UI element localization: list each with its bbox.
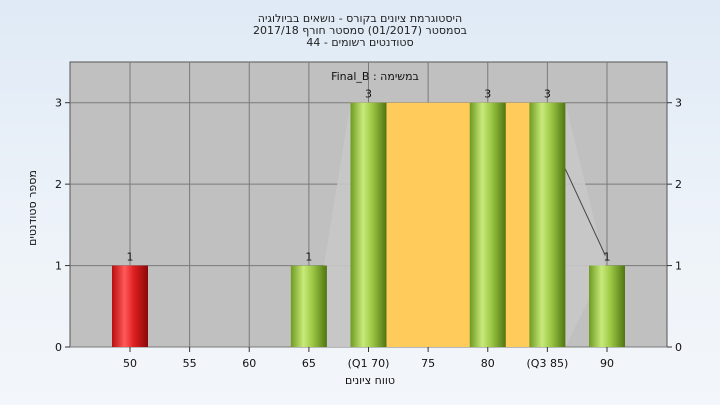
x-axis-label: טווח ציונים [345,374,395,387]
y-axis-label: מספר סטודנטים [26,170,39,246]
data-label: 3 [544,88,551,101]
y-tick-label: 0 [55,341,62,354]
data-label: 1 [127,251,134,264]
y-tick-label: 1 [55,260,62,273]
chart-subtitle: במשימה : Final_B [331,70,419,83]
x-tick-label: 55 [183,357,197,370]
bar-90 [589,265,625,347]
title-line-2: בסמסטר (01/2017) סמסטר חורף 2017/18 [253,24,467,37]
bar-50 [112,265,148,347]
bar-65 [290,265,327,347]
x-tick-label: (Q3 85) [527,357,569,370]
bar-(Q1 70) [350,102,387,347]
band-shadow-edge [561,162,606,256]
x-tick-label: 75 [421,357,435,370]
data-label: 1 [305,251,312,264]
y-tick-label-right: 2 [675,178,682,191]
x-tick-label: (Q1 70) [348,357,390,370]
y-tick-label-right: 1 [675,260,682,273]
bar-(Q3 85) [529,102,566,347]
data-label: 3 [484,88,491,101]
band-shadow-left [310,102,351,347]
y-tick-label: 3 [55,97,62,110]
y-tick-label-right: 0 [675,341,682,354]
x-tick-label: 90 [600,357,614,370]
data-label: 1 [604,251,611,264]
y-tick-label: 2 [55,178,62,191]
x-tick-label: 50 [123,357,137,370]
title-line-1: היסטוגרמת ציונים בקורס - נושאים בביולוגי… [257,12,463,25]
x-tick-label: 60 [242,357,256,370]
x-tick-label: 65 [302,357,316,370]
x-tick-label: 80 [481,357,495,370]
data-label: 3 [365,88,372,101]
title-line-3: סטודנטים רשומים - 44 [306,36,414,49]
y-tick-label-right: 3 [675,97,682,110]
bar-80 [469,102,506,347]
